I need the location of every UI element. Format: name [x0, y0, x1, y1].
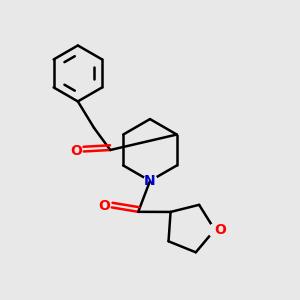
Text: O: O — [98, 199, 110, 213]
Text: O: O — [70, 144, 82, 158]
Text: O: O — [215, 223, 226, 237]
Text: N: N — [144, 174, 156, 188]
